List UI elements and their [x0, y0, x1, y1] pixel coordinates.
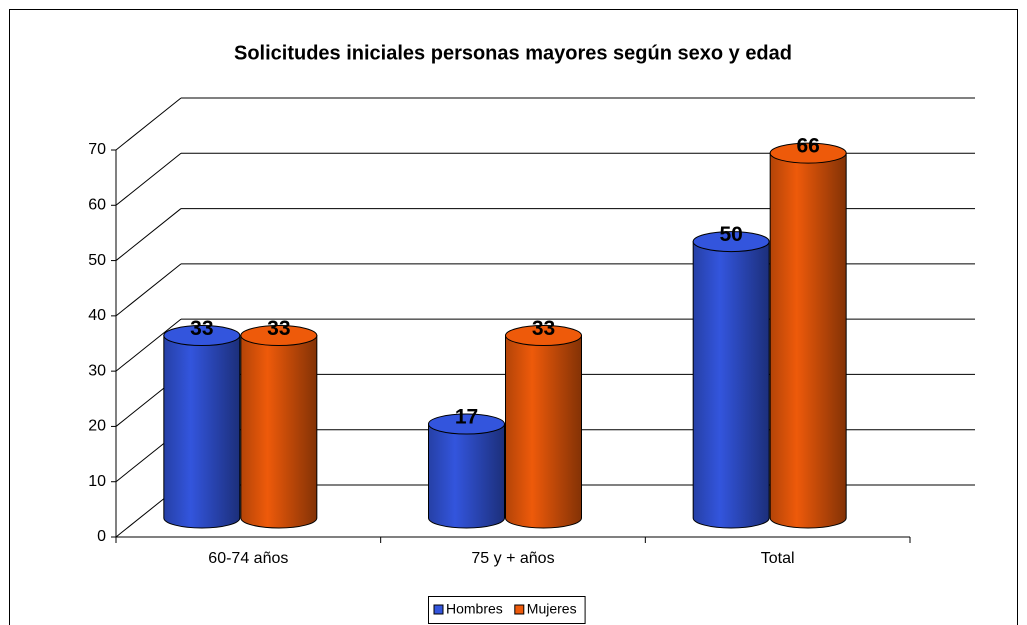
data-label: 33	[532, 317, 555, 340]
y-tick-label: 70	[88, 141, 106, 158]
bar	[428, 413, 505, 529]
y-tick-label: 50	[88, 252, 106, 269]
bar	[240, 325, 318, 529]
bar-top	[428, 413, 505, 435]
bar	[163, 325, 241, 529]
grid-diagonal	[115, 152, 182, 206]
bar-body	[505, 335, 582, 529]
bar-top	[692, 231, 770, 253]
data-label: 50	[719, 223, 742, 246]
legend-label: Mujeres	[527, 601, 577, 617]
y-tick-label: 60	[88, 197, 106, 214]
bar-top	[505, 325, 582, 347]
data-label: 33	[267, 317, 290, 340]
legend-swatch	[433, 604, 444, 615]
y-tick-label: 0	[97, 528, 106, 545]
bar	[505, 325, 582, 529]
grid-diagonal	[115, 97, 182, 151]
bar-body	[163, 335, 241, 529]
chart-title: Solicitudes iniciales personas mayores s…	[234, 42, 792, 64]
grid-diagonal	[115, 263, 182, 317]
data-label: 17	[455, 406, 478, 429]
x-tick-label: Total	[761, 550, 795, 567]
data-label: 33	[190, 317, 213, 340]
y-tick-label: 40	[88, 307, 106, 324]
bar-top	[163, 325, 241, 347]
bar	[769, 142, 847, 529]
bar	[692, 231, 770, 529]
data-label: 66	[796, 135, 819, 158]
y-tick-label: 20	[88, 418, 106, 435]
y-tick-label: 30	[88, 362, 106, 379]
grid-diagonal	[115, 208, 182, 261]
legend-label: Hombres	[446, 601, 503, 617]
y-tick-label: 10	[88, 473, 106, 490]
bar-body	[769, 152, 847, 529]
x-tick-label: 75 y + años	[471, 550, 554, 567]
chart-border	[9, 9, 1018, 625]
bar-body	[692, 241, 770, 529]
bar-top	[769, 142, 847, 164]
legend-swatch	[514, 604, 525, 615]
bar-top	[240, 325, 318, 347]
x-tick-label: 60-74 años	[208, 550, 288, 567]
bar-body	[240, 335, 318, 529]
grid-diagonal	[115, 318, 182, 372]
bar-body	[428, 423, 505, 529]
legend-box	[428, 596, 586, 624]
